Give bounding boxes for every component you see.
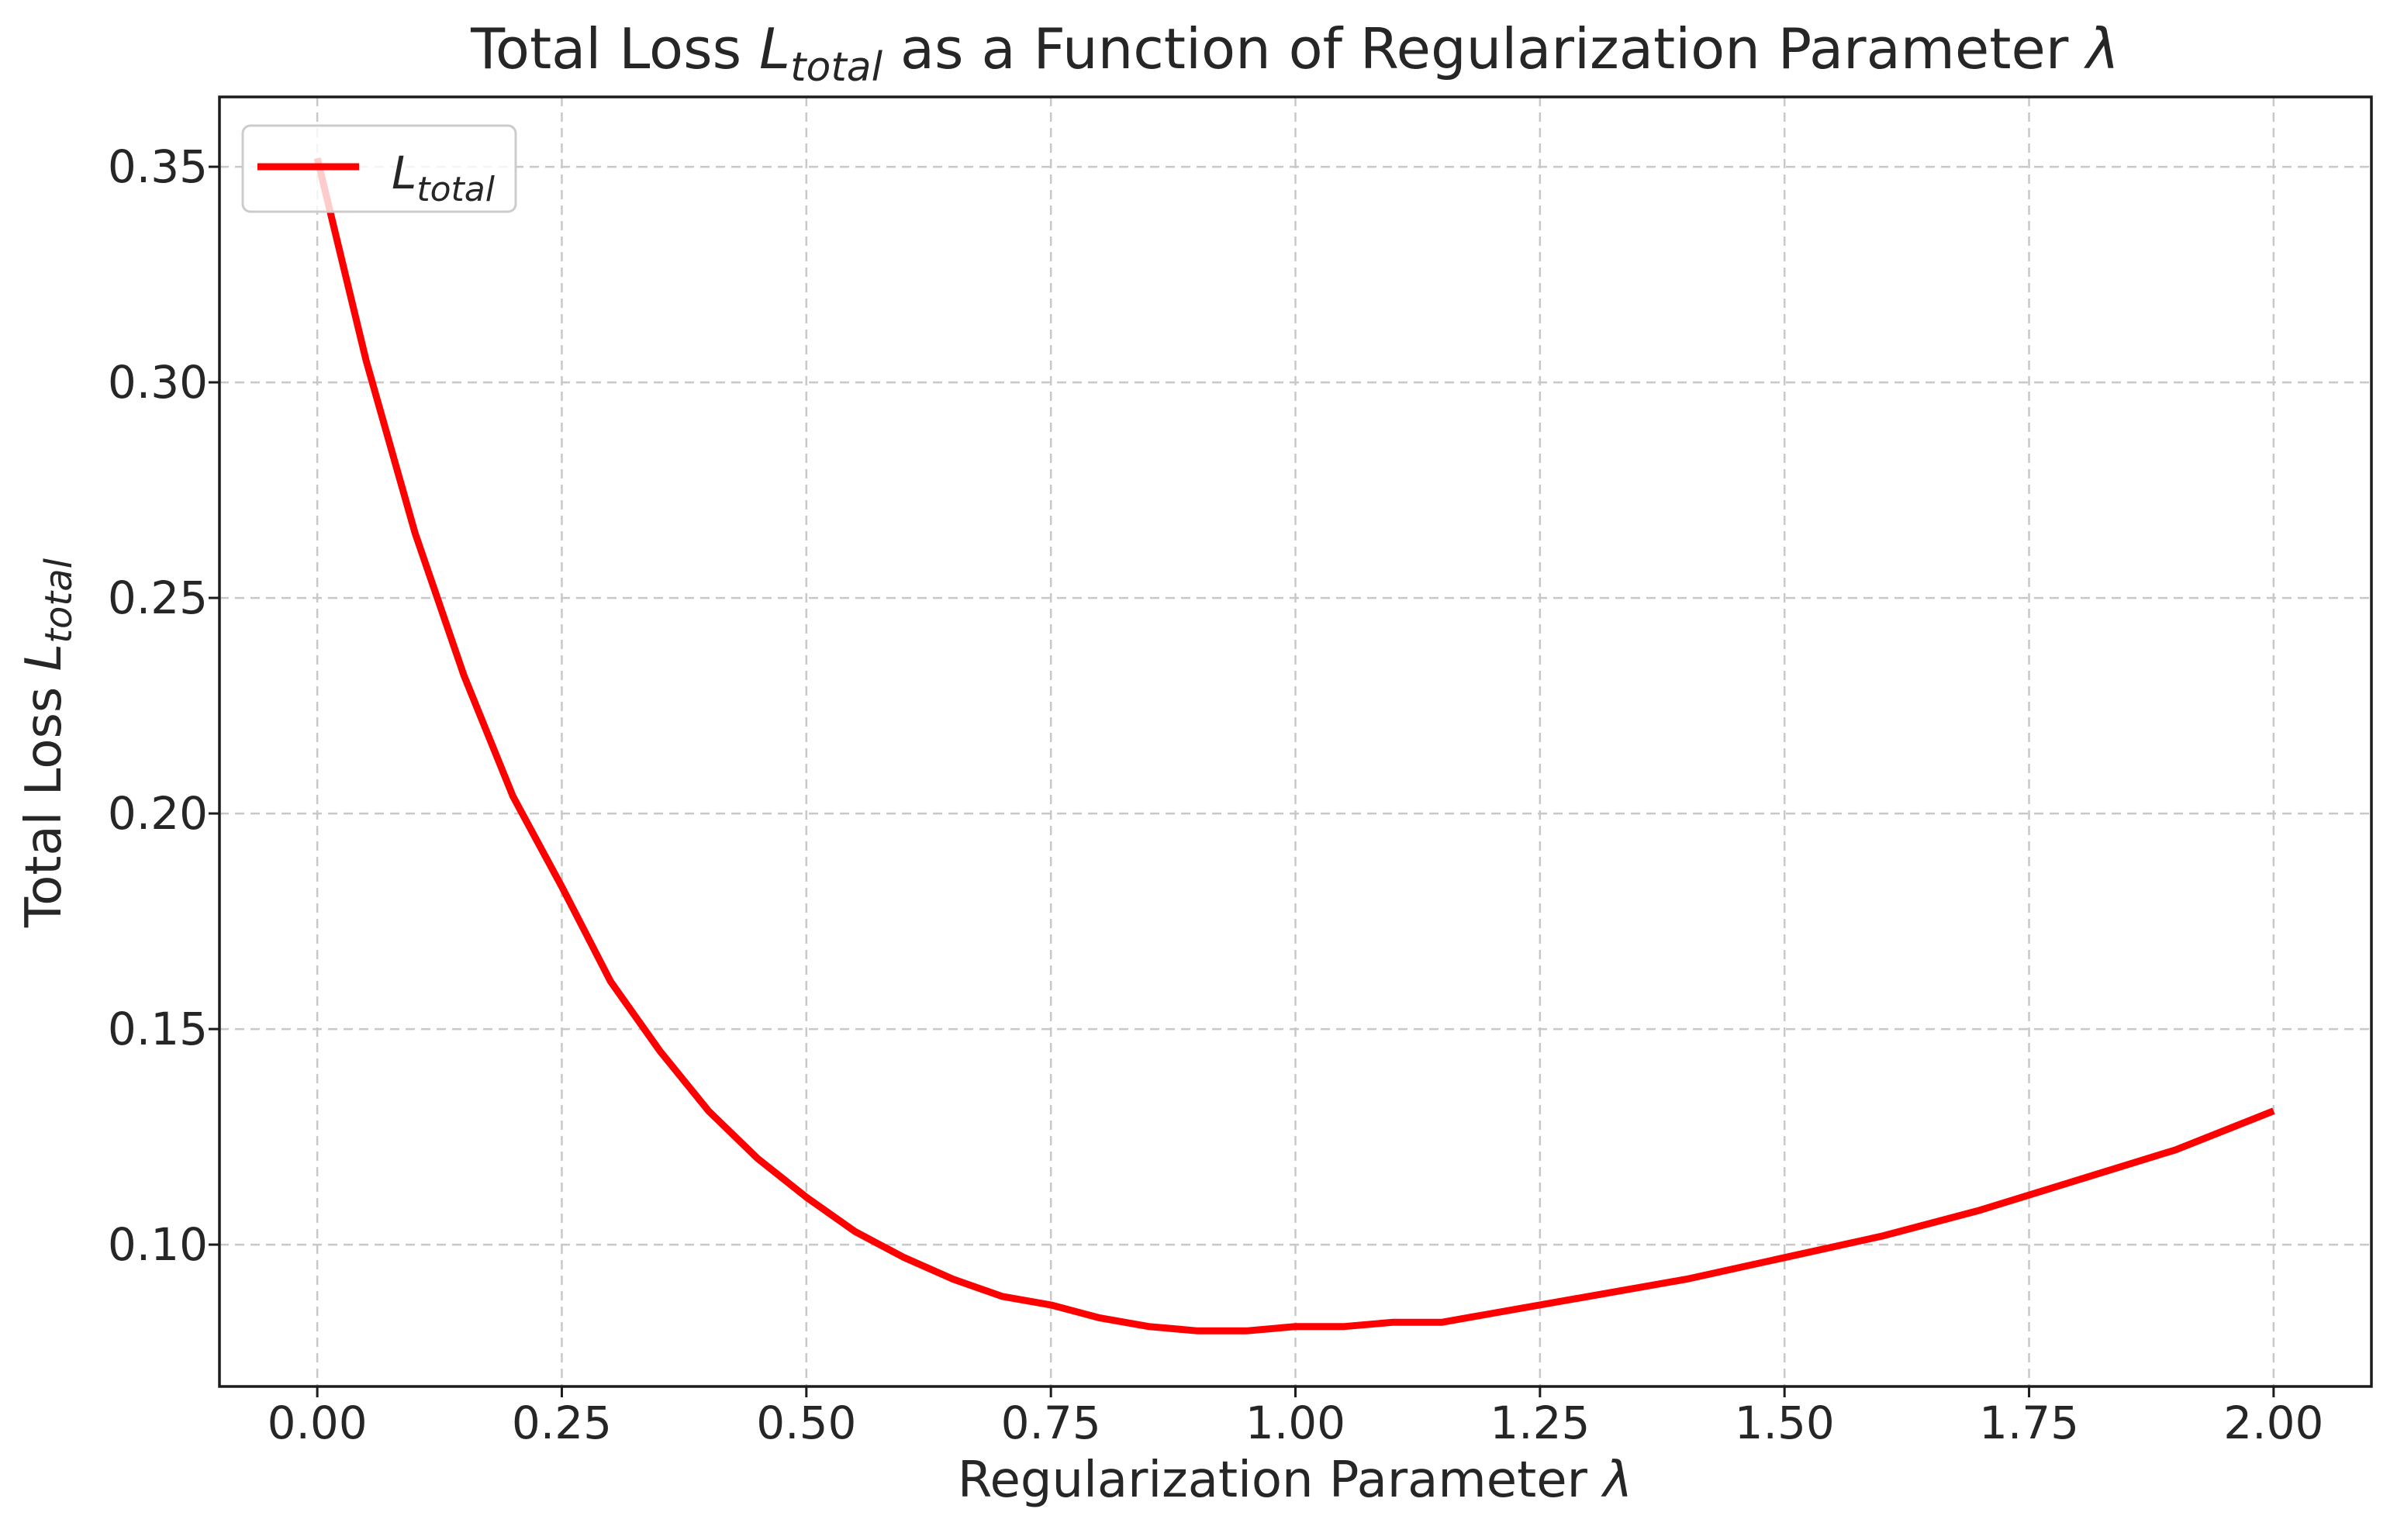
y-tick-label: 0.15 [108,1003,208,1055]
x-tick-label: 1.75 [1979,1397,2079,1449]
y-axis-label-text: Total Loss [16,671,73,928]
y-tick-label: 0.20 [108,787,208,840]
x-axis-lambda-symbol: λ [1601,1452,1632,1509]
x-tick-label: 0.50 [756,1397,856,1449]
chart-title-mid: as a Function of Regularization Paramete… [882,16,2086,81]
x-tick-label: 1.25 [1490,1397,1590,1449]
x-tick-label: 1.50 [1735,1397,1835,1449]
tick-marks [209,165,2275,1397]
x-tick-label: 0.75 [1001,1397,1101,1449]
x-tick-label: 0.25 [512,1397,612,1449]
y-tick-label: 0.10 [108,1218,208,1271]
curve-layer [313,157,2275,1335]
chart-title-math: L [759,16,790,81]
chart-title-prefix: Total Loss [470,16,759,81]
tick-labels: 0.00 0.25 0.50 0.75 1.00 1.25 1.50 1.75 2.00 0.10… [108,140,2324,1449]
legend-box [241,124,517,213]
y-axis-label: Total Loss Ltotal [16,558,81,928]
y-axis-label-math: L [16,644,73,672]
x-tick-label: 0.00 [268,1397,368,1449]
legend: Ltotal [241,124,517,213]
legend-item-subscript: total [416,170,495,209]
loss-curve [313,157,2275,1335]
gridlines [219,97,2371,1386]
x-axis-label: Regularization Parameter λ [958,1452,1632,1509]
y-axis-label-subscript: total [37,558,81,643]
x-axis-label-text: Regularization Parameter [958,1452,1603,1509]
y-tick-label: 0.30 [108,356,208,409]
y-tick-label: 0.35 [108,140,208,193]
chart-title-subscript: total [790,44,882,91]
legend-item-math: L [392,147,416,199]
y-tick-label: 0.25 [108,571,208,624]
x-tick-label: 1.00 [1245,1397,1345,1449]
x-tick-label: 2.00 [2223,1397,2323,1449]
lambda-symbol: λ [2083,16,2119,81]
legend-item-label: Ltotal [392,147,496,209]
chart-title: Total Loss Ltotal as a Function of Regul… [470,16,2119,91]
